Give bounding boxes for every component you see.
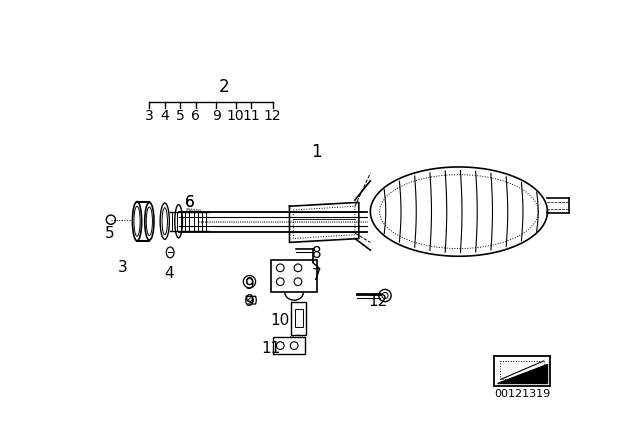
Text: 11: 11	[242, 109, 260, 123]
Text: 4: 4	[164, 266, 173, 281]
Text: 4: 4	[161, 109, 169, 123]
Text: 10: 10	[227, 109, 244, 123]
Text: 00121319: 00121319	[494, 389, 550, 399]
Text: 10: 10	[271, 314, 290, 328]
Text: 11: 11	[261, 341, 281, 356]
Text: 5: 5	[176, 109, 184, 123]
Text: EWWI: EWWI	[186, 208, 202, 214]
Text: 1: 1	[311, 143, 322, 161]
Text: 6: 6	[184, 195, 195, 210]
Text: 9: 9	[244, 294, 254, 309]
Bar	[494, 356, 550, 386]
Text: 5: 5	[104, 226, 114, 241]
Bar	[295, 309, 303, 327]
Text: 12: 12	[264, 109, 282, 123]
Text: 3: 3	[145, 109, 154, 123]
Text: 8: 8	[312, 246, 321, 262]
Text: 6: 6	[184, 195, 195, 210]
Text: 12: 12	[369, 294, 388, 309]
Polygon shape	[497, 364, 547, 383]
Bar	[291, 302, 307, 335]
Bar	[273, 337, 305, 354]
Text: 6: 6	[191, 109, 200, 123]
Text: 7: 7	[312, 268, 321, 283]
Text: 9: 9	[244, 277, 254, 292]
Text: 3: 3	[118, 260, 128, 276]
Text: 2: 2	[219, 78, 229, 96]
Text: 9: 9	[212, 109, 221, 123]
